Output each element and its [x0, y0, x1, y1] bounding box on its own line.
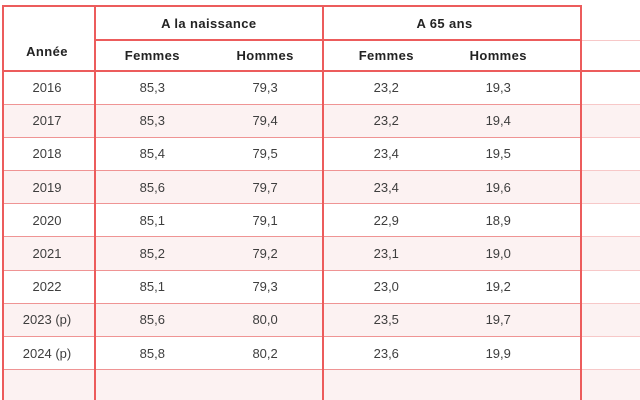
year-cell: 2017 — [1, 104, 96, 138]
group-header-65ans: A 65 ans — [321, 5, 581, 41]
value-cell: 23,4 — [321, 170, 449, 205]
column-header-65ans-femmes: Femmes — [321, 40, 449, 72]
value-cell: 79,5 — [208, 137, 323, 172]
table-row: 2023 (p) 85,6 80,0 23,5 19,7 — [1, 303, 640, 338]
clipped-edge-cell — [579, 303, 640, 338]
table-row: 2022 85,1 79,3 23,0 19,2 — [1, 270, 640, 304]
value-cell: 85,4 — [94, 137, 209, 172]
clipped-edge-cell — [579, 203, 640, 238]
value-cell: 18,9 — [448, 203, 581, 238]
value-cell: 23,2 — [321, 104, 449, 138]
group-header-naissance: A la naissance — [94, 5, 323, 41]
value-cell: 19,4 — [448, 104, 581, 138]
life-expectancy-table: Année A la naissance A 65 ans Femmes Hom… — [1, 5, 640, 400]
table-row: 2024 (p) 85,8 80,2 23,6 19,9 — [1, 336, 640, 371]
clipped-edge-cell — [579, 6, 640, 41]
table-row: 2020 85,1 79,1 22,9 18,9 — [1, 203, 640, 238]
table-row: 2018 85,4 79,5 23,4 19,5 — [1, 137, 640, 172]
year-cell: 2016 — [1, 71, 96, 105]
empty-cell — [321, 369, 449, 400]
value-cell: 85,6 — [94, 303, 209, 338]
year-cell: 2022 — [1, 270, 96, 304]
clipped-edge-cell — [579, 336, 640, 371]
empty-cell — [449, 370, 581, 400]
value-cell: 79,2 — [208, 236, 323, 271]
table-row: 2019 85,6 79,7 23,4 19,6 — [1, 170, 640, 205]
clipped-edge-cell — [579, 71, 640, 105]
value-cell: 19,3 — [448, 71, 581, 105]
table-row: 2021 85,2 79,2 23,1 19,0 — [1, 236, 640, 271]
empty-cell — [579, 369, 640, 400]
value-cell: 19,2 — [448, 270, 581, 304]
value-cell: 79,1 — [208, 203, 323, 238]
year-cell: 2018 — [1, 137, 96, 172]
year-cell: 2019 — [1, 170, 96, 205]
value-cell: 23,6 — [321, 336, 449, 371]
clipped-edge-cell — [579, 137, 640, 172]
column-header-row: Femmes Hommes Femmes Hommes — [3, 40, 640, 72]
year-cell: 2023 (p) — [1, 303, 96, 338]
value-cell: 85,8 — [94, 336, 209, 371]
value-cell: 19,5 — [448, 137, 581, 172]
group-header-row: Année A la naissance A 65 ans — [1, 5, 640, 72]
year-cell: 2024 (p) — [1, 336, 96, 371]
value-cell: 85,6 — [94, 170, 209, 205]
value-cell: 23,0 — [321, 270, 449, 304]
value-cell: 85,3 — [94, 71, 209, 105]
value-cell: 80,2 — [208, 336, 323, 371]
value-cell: 23,2 — [321, 71, 449, 105]
empty-cell — [209, 370, 323, 400]
column-header-naissance-hommes: Hommes — [208, 40, 323, 72]
empty-cell — [1, 369, 96, 400]
value-cell: 22,9 — [321, 203, 449, 238]
value-cell: 79,7 — [208, 170, 323, 205]
value-cell: 23,4 — [321, 137, 449, 172]
table-row: 2016 85,3 79,3 23,2 19,3 — [1, 71, 640, 105]
empty-cell — [94, 369, 209, 400]
clipped-edge-cell — [579, 270, 640, 304]
value-cell: 19,6 — [448, 170, 581, 205]
value-cell: 85,1 — [94, 270, 209, 304]
column-header-naissance-femmes: Femmes — [94, 40, 209, 72]
value-cell: 79,3 — [208, 71, 323, 105]
value-cell: 19,0 — [448, 236, 581, 271]
table-body: 2016 85,3 79,3 23,2 19,3 2017 85,3 79,4 23,2 19,4… — [1, 71, 640, 400]
value-cell: 79,3 — [208, 270, 323, 304]
table-row: 2017 85,3 79,4 23,2 19,4 — [1, 104, 640, 138]
value-cell: 79,4 — [208, 104, 323, 138]
table-row-clipped — [1, 369, 640, 400]
value-cell: 23,1 — [321, 236, 449, 271]
value-cell: 19,7 — [448, 303, 581, 338]
value-cell: 19,9 — [448, 336, 581, 371]
value-cell: 23,5 — [321, 303, 449, 338]
column-header-65ans-hommes: Hommes — [448, 40, 581, 72]
table-header: Année A la naissance A 65 ans Femmes Hom… — [1, 5, 640, 72]
clipped-edge-cell — [579, 40, 640, 72]
year-cell: 2021 — [1, 236, 96, 271]
value-cell: 85,1 — [94, 203, 209, 238]
year-column-header: Année — [1, 5, 96, 72]
value-cell: 85,3 — [94, 104, 209, 138]
value-cell: 85,2 — [94, 236, 209, 271]
year-cell: 2020 — [1, 203, 96, 238]
clipped-edge-cell — [579, 104, 640, 138]
clipped-edge-cell — [579, 170, 640, 205]
value-cell: 80,0 — [208, 303, 323, 338]
clipped-edge-cell — [579, 236, 640, 271]
